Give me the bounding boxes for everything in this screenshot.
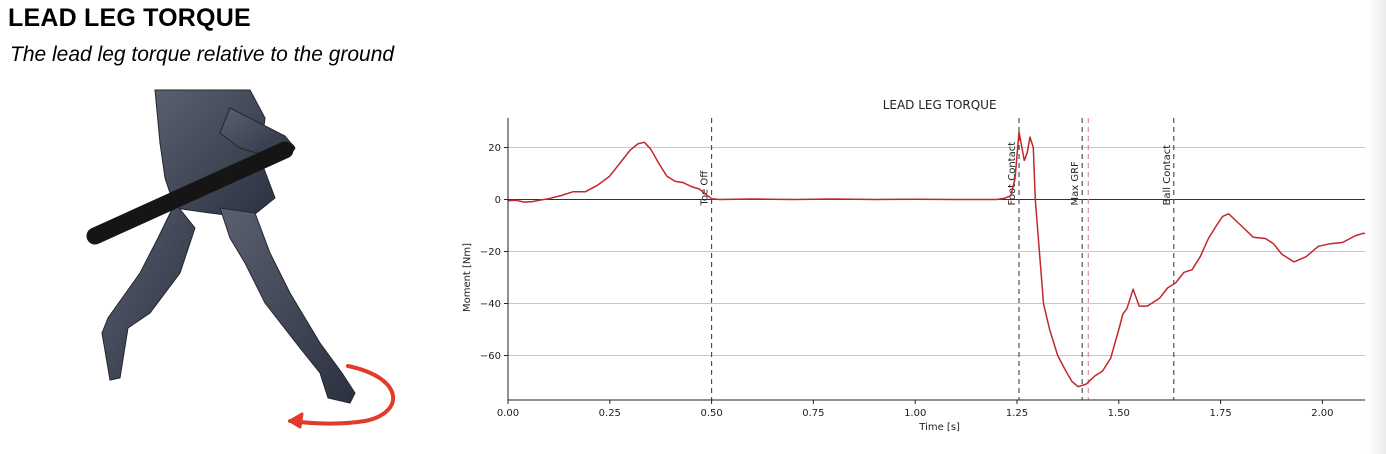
event-markers: Toe Off Foot Contact Max GRF Ball Contact [700, 118, 1175, 400]
right-edge-shadow [1366, 0, 1386, 454]
x-tick-label: 1.50 [1108, 408, 1130, 419]
page-title: LEAD LEG TORQUE [8, 4, 251, 32]
x-tick-label: 0.50 [700, 408, 722, 419]
x-axis-label: Time [s] [918, 422, 960, 433]
y-tick-label: −60 [480, 351, 501, 362]
x-tick-label: 1.00 [904, 408, 926, 419]
chart-title: LEAD LEG TORQUE [883, 98, 997, 112]
x-tick-label: 0.25 [599, 408, 621, 419]
page-subtitle: The lead leg torque relative to the grou… [10, 43, 395, 66]
grid-lines [508, 147, 1365, 356]
x-tick-label: 2.00 [1311, 408, 1333, 419]
y-tick-label: 0 [495, 195, 501, 206]
x-tick-label: 1.25 [1006, 408, 1028, 419]
event-label: Max GRF [1070, 161, 1081, 206]
lead-leg-torque-chart: LEAD LEG TORQUE Moment [Nm] Time [s] Toe… [462, 98, 1365, 433]
batter-body [101, 89, 356, 404]
tick-labels: 0.00 0.25 0.50 0.75 1.00 1.25 1.50 1.75 2.00 20 0 −… [480, 143, 1334, 419]
x-tick-label: 1.75 [1209, 408, 1231, 419]
batter-figure-icon [86, 89, 395, 429]
y-tick-label: 20 [488, 143, 501, 154]
event-label: Foot Contact [1007, 142, 1018, 206]
event-label: Toe Off [700, 170, 711, 207]
bat-icon [86, 141, 295, 245]
y-tick-label: −40 [480, 299, 501, 310]
x-tick-label: 0.75 [802, 408, 824, 419]
series-layer [507, 131, 1365, 388]
y-tick-label: −20 [480, 247, 501, 258]
event-label: Ball Contact [1162, 145, 1173, 206]
rotation-arrow-icon [288, 364, 395, 429]
x-tick-label: 0.00 [497, 408, 519, 419]
axes [507, 118, 1365, 401]
torque-series-line [507, 131, 1365, 388]
y-axis-label: Moment [Nm] [462, 243, 473, 312]
